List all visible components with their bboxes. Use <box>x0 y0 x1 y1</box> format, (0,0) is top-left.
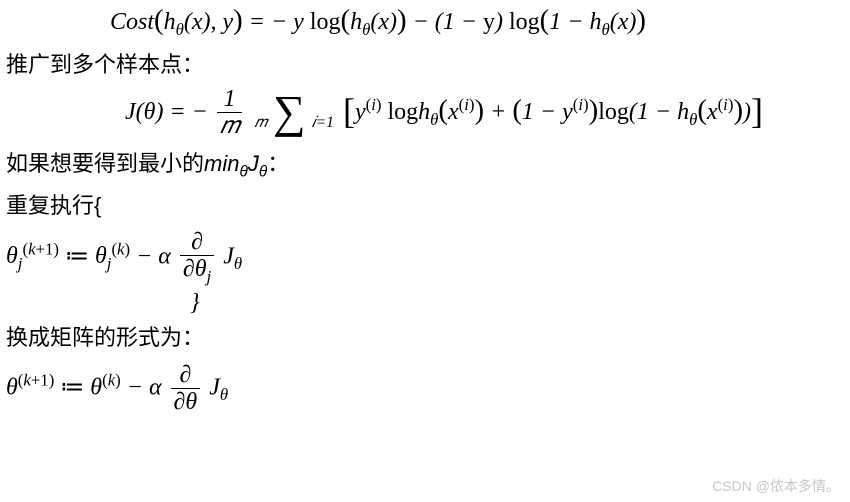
text-matrix: 换成矩阵的形式为： <box>0 320 850 355</box>
theta-matrix-update: θ(k+1) ≔ θ(k) − α ∂ ∂θ Jθ <box>0 362 850 416</box>
text-repeat: 重复执行{ <box>0 188 850 223</box>
close-brace: } <box>0 287 850 321</box>
sigma-icon: ∑ <box>273 86 306 137</box>
text-if-min: 如果想要得到最小的minθJθ： <box>0 146 850 185</box>
assign-op-2: ≔ <box>60 374 90 400</box>
j-theta-equation: J(θ) = − 1 𝑚 𝑚 ∑ 𝑖=1 [y(i) loghθ(x(i)) +… <box>0 86 850 140</box>
cost-fn: Cost(hθ(x), y) = − y log(hθ(x)) − (1 − y… <box>110 9 646 35</box>
frac-1-over-m: 1 𝑚 <box>217 86 243 140</box>
partial-frac: ∂ ∂θ <box>171 362 201 416</box>
watermark: CSDN @侬本多情。 <box>712 476 840 496</box>
partial-frac-j: ∂ ∂θj <box>180 229 214 287</box>
theta-j-update: θj(k+1) ≔ θj(k) − α ∂ ∂θj Jθ <box>0 229 850 287</box>
text-generalize: 推广到多个样本点： <box>0 47 850 82</box>
cost-equation: Cost(hθ(x), y) = − y log(hθ(x)) − (1 − y… <box>0 0 850 41</box>
assign-op: ≔ <box>65 243 95 269</box>
summation: 𝑚 ∑ 𝑖=1 <box>254 94 334 132</box>
